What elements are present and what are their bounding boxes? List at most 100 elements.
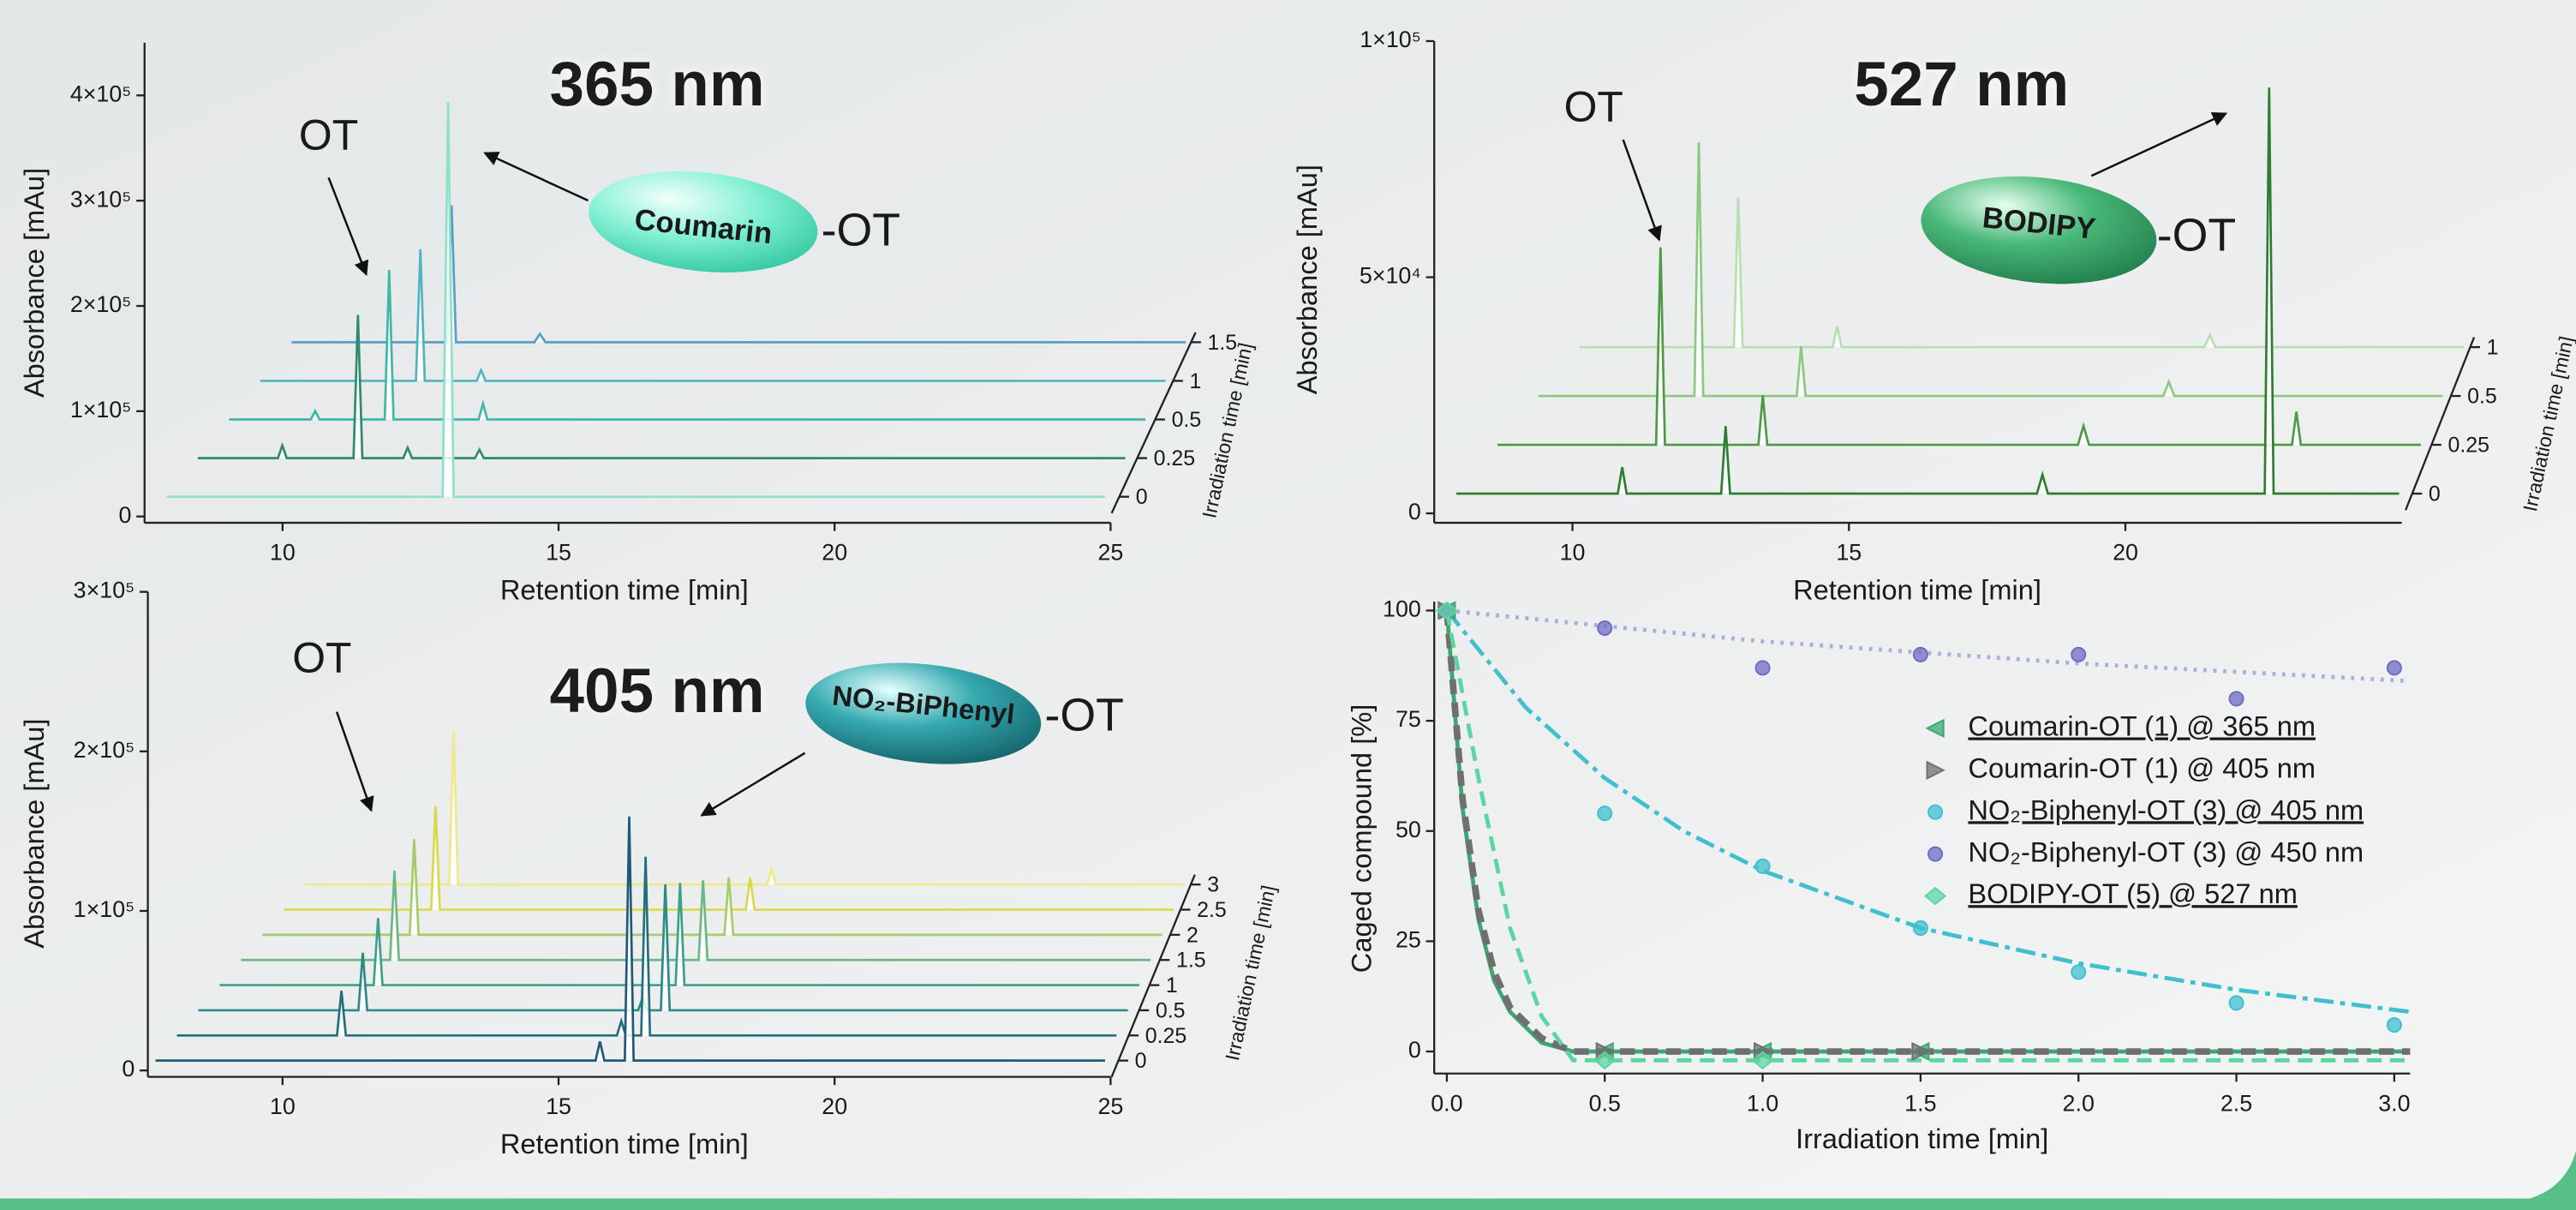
depth-tick-label: 0.5 (2467, 385, 2497, 409)
point (2386, 1017, 2402, 1033)
depth-tick-label: 1.5 (1176, 949, 1206, 973)
depth-axis (1110, 874, 1196, 1078)
x-tick-label: 25 (1097, 540, 1123, 566)
point (2071, 964, 2087, 980)
annotation: -OT (822, 205, 900, 256)
legend-label: BODIPY-OT (5) @ 527 nm (1968, 878, 2297, 909)
point (2228, 995, 2244, 1011)
x-tick-label: 0.0 (1431, 1090, 1462, 1116)
footer-corner (2530, 1150, 2576, 1199)
annotation: OT (1564, 83, 1623, 131)
x-tick-label: 20 (2113, 540, 2138, 566)
x-tick-label: 15 (546, 540, 571, 566)
x-tick-label: 2.0 (2063, 1090, 2095, 1116)
legend-marker (1925, 718, 1945, 739)
trace (166, 101, 1105, 499)
depth-tick-label: 0.25 (1145, 1024, 1187, 1048)
y-tick-label: 0 (122, 1056, 134, 1081)
x-tick-label: 10 (270, 540, 296, 566)
point (1435, 601, 1458, 620)
x-tick-label: 10 (270, 1093, 296, 1119)
point (2386, 660, 2402, 676)
arrow (1622, 139, 1662, 242)
depth-tick-label: 0 (2429, 482, 2441, 506)
molecule-oval (805, 662, 1042, 764)
x-axis-label: Irradiation time [min] (1796, 1123, 2048, 1154)
arrow (327, 177, 369, 277)
depth-tick-label: 1.5 (1207, 331, 1237, 355)
annotation: -OT (1044, 690, 1123, 741)
x-tick-label: 1.5 (1904, 1090, 1936, 1116)
y-tick-label: 1×10⁵ (70, 397, 132, 422)
legend-label: Coumarin-OT (1) @ 365 nm (1968, 710, 2316, 741)
depth-tick-label: 0 (1135, 1049, 1147, 1073)
y-tick-label: 1×10⁵ (1360, 27, 1421, 52)
trace (1579, 197, 2465, 349)
trace (1455, 87, 2400, 495)
point (1911, 1041, 1931, 1062)
y-axis-label: Absorbance [mAu] (1291, 165, 1323, 394)
trace (284, 806, 1174, 911)
trace (197, 314, 1126, 459)
x-tick-label: 1.0 (1747, 1090, 1778, 1116)
fit-line (1443, 610, 2411, 1055)
y-tick-label: 3×10⁵ (70, 186, 132, 212)
y-tick-label: 2×10⁵ (74, 737, 135, 763)
arrow (483, 152, 589, 202)
y-axis-label: Absorbance [mAu] (18, 168, 50, 398)
x-tick-label: 15 (1836, 540, 1862, 566)
depth-tick-label: 2.5 (1197, 898, 1227, 922)
trace (219, 883, 1139, 986)
fit-line (1445, 608, 2411, 1015)
point (1754, 660, 1771, 676)
point (1597, 620, 1613, 637)
arrow (700, 752, 806, 817)
depth-tick-label: 1 (2487, 336, 2499, 360)
depth-tick-label: 1 (1190, 369, 1202, 393)
trace (229, 270, 1146, 421)
depth-tick-label: 3 (1207, 873, 1219, 897)
trace (262, 839, 1162, 937)
molecule-oval (1921, 176, 2157, 285)
annotation: -OT (2157, 209, 2236, 261)
point (1593, 1051, 1617, 1070)
x-tick-label: 15 (546, 1093, 571, 1119)
depth-tick-label: 0.25 (1154, 446, 1196, 470)
x-axis-label: Retention time [min] (1793, 573, 2041, 605)
x-tick-label: 2.5 (2220, 1090, 2252, 1116)
y-tick-label: 0 (118, 502, 131, 528)
depth-tick-label: 0.5 (1156, 998, 1186, 1022)
legend-label: NO₂-Biphenyl-OT (3) @ 405 nm (1968, 794, 2364, 825)
panel-title: 405 nm (550, 656, 765, 726)
arrow (335, 711, 374, 812)
depth-tick-label: 0 (1136, 485, 1148, 509)
point (1751, 1051, 1774, 1070)
legend-marker (1928, 804, 1944, 820)
y-tick-label: 5×10⁴ (1360, 263, 1421, 289)
y-axis-label: Caged compound [%] (1345, 704, 1377, 973)
trace (176, 856, 1117, 1037)
depth-tick-label: 0.5 (1172, 408, 1202, 432)
annotation: OT (299, 111, 358, 159)
x-tick-label: 10 (1560, 540, 1586, 566)
y-tick-label: 0 (1408, 499, 1421, 524)
y-tick-label: 25 (1396, 926, 1421, 952)
x-axis-label: Retention time [min] (500, 1128, 749, 1159)
x-tick-label: 20 (822, 540, 847, 566)
point (1912, 646, 1928, 662)
y-tick-label: 3×10⁵ (74, 578, 135, 603)
y-tick-label: 75 (1396, 706, 1421, 732)
legend-label: Coumarin-OT (1) @ 405 nm (1968, 752, 2316, 783)
molecule-oval (589, 171, 818, 273)
legend-marker (1928, 846, 1944, 862)
trace (155, 816, 1105, 1062)
point (1597, 806, 1613, 822)
annotation: OT (292, 633, 351, 681)
point (1754, 858, 1771, 874)
footer-band (0, 1198, 2576, 1210)
depth-axis (2405, 337, 2476, 511)
legend-label: NO₂-Biphenyl-OT (3) @ 450 nm (1968, 836, 2364, 867)
depth-tick-label: 0.25 (2448, 434, 2490, 458)
